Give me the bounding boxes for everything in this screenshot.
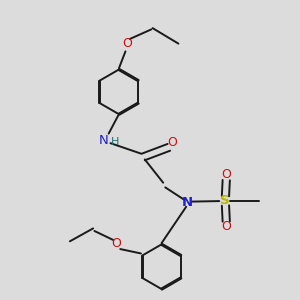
Text: N: N: [99, 134, 108, 147]
Text: S: S: [220, 194, 230, 207]
Text: O: O: [122, 37, 132, 50]
Text: O: O: [112, 237, 121, 250]
Text: O: O: [221, 169, 231, 182]
Text: O: O: [167, 136, 177, 149]
Text: O: O: [221, 220, 231, 233]
Text: H: H: [110, 137, 119, 147]
Text: N: N: [182, 196, 193, 208]
